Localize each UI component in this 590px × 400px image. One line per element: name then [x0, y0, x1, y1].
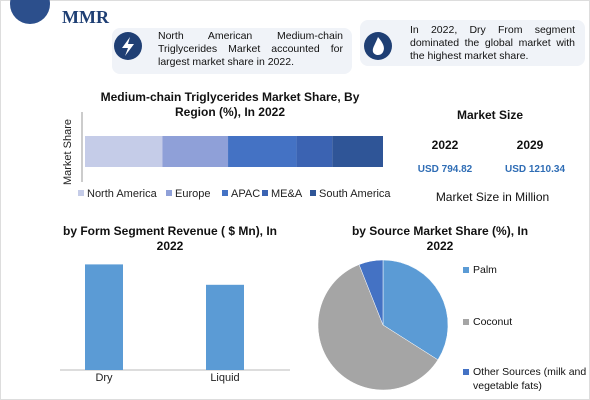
- legend-marker: [222, 190, 228, 196]
- info-text: In 2022, Dry From segment dominated the …: [410, 24, 575, 62]
- chart-title: Medium-chain Triglycerides Market Share,…: [100, 90, 360, 119]
- legend-label: APAC: [231, 188, 260, 200]
- pie-slice: [317, 264, 439, 391]
- bar: [206, 284, 244, 370]
- market-value: USD 1210.34: [504, 164, 566, 175]
- market-value: USD 794.82: [417, 164, 473, 175]
- info-box: [112, 28, 352, 74]
- info-text: North American Medium-chain Triglyceride…: [158, 30, 343, 68]
- y-axis-label: Market Share: [62, 119, 74, 185]
- legend-label: Palm: [473, 264, 497, 276]
- legend-marker: [463, 267, 469, 273]
- bar-segment: [162, 136, 229, 167]
- logo-globe: [10, 0, 50, 24]
- legend-marker: [78, 190, 84, 196]
- legend-label: ME&A: [271, 188, 303, 200]
- pie-slice: [382, 259, 449, 361]
- logo-text: MMR: [62, 7, 109, 27]
- legend-label: Europe: [175, 188, 210, 200]
- legend-marker: [463, 369, 469, 375]
- legend-marker: [166, 190, 172, 196]
- icon-flame: [372, 37, 384, 55]
- year: 2022: [431, 138, 459, 152]
- bar: [85, 264, 123, 370]
- icon-bolt: [122, 37, 134, 56]
- bar-segment: [332, 136, 383, 167]
- pie-slice: [358, 259, 384, 326]
- legend-label: Coconut: [473, 316, 513, 328]
- legend-marker: [262, 190, 268, 196]
- bar-segment: [228, 136, 297, 167]
- year: 2029: [516, 138, 544, 152]
- info-box: [360, 20, 585, 66]
- legend-marker: [310, 190, 316, 196]
- bar-segment: [296, 136, 333, 167]
- market-size-title: Market Size: [456, 108, 524, 122]
- x-tick-label: Dry: [95, 372, 113, 384]
- legend-label: South America: [319, 188, 391, 200]
- market-note: Market Size in Million: [435, 190, 550, 204]
- chart-title: by Source Market Share (%), In 2022: [351, 224, 529, 253]
- chart-title: by Form Segment Revenue ( $ Mn), In 2022: [62, 224, 278, 253]
- legend-label: Other Sources (milk and vegetable fats): [473, 366, 587, 392]
- bar-segment: [85, 136, 163, 167]
- legend-marker: [463, 319, 469, 325]
- legend-label: North America: [87, 188, 158, 200]
- x-tick-label: Liquid: [210, 372, 239, 384]
